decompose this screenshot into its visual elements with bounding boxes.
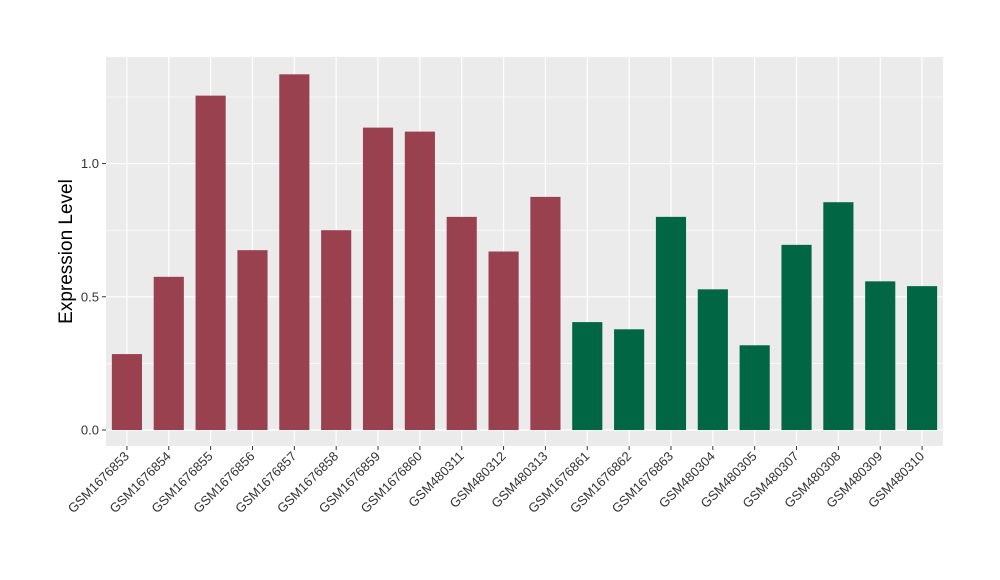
y-tick-label: 1.0: [81, 156, 99, 171]
bar-GSM1676855: [195, 95, 226, 431]
bar-GSM480309: [865, 281, 896, 431]
bar-GSM480307: [781, 244, 812, 431]
bar-GSM1676857: [279, 74, 310, 431]
bar-GSM480310: [907, 286, 938, 431]
y-axis-title: Expression Level: [56, 179, 77, 324]
bar-GSM1676854: [153, 276, 184, 431]
y-tick-label: 0.0: [81, 423, 99, 438]
plot-panel: [106, 57, 943, 446]
bar-GSM1676861: [572, 322, 603, 431]
bars: [111, 74, 938, 431]
x-axis: GSM1676853GSM1676854GSM1676855GSM1676856…: [65, 446, 927, 516]
bar-GSM1676862: [614, 329, 645, 431]
bar-GSM1676853: [111, 354, 142, 431]
bar-GSM480311: [446, 216, 477, 431]
bar-GSM480312: [488, 251, 519, 431]
bar-GSM480313: [530, 196, 561, 431]
y-tick-label: 0.5: [81, 289, 99, 304]
bar-GSM480308: [823, 202, 854, 431]
bar-GSM1676859: [362, 127, 394, 431]
bar-GSM1676856: [237, 250, 268, 431]
y-axis: 0.0 0.5 1.0: [81, 156, 106, 438]
bar-GSM1676858: [321, 230, 352, 431]
bar-GSM1676863: [655, 216, 687, 431]
bar-GSM480304: [697, 289, 728, 431]
bar-GSM480305: [739, 345, 770, 431]
bar-GSM1676860: [404, 131, 435, 431]
